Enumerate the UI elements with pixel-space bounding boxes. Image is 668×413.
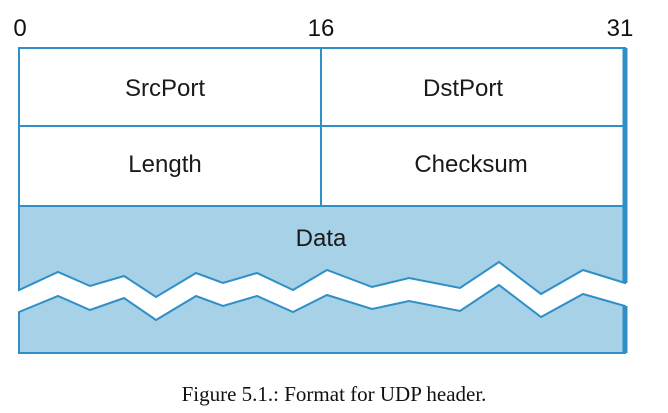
field-length: Length — [128, 151, 201, 178]
field-data: Data — [296, 225, 347, 252]
data-area-upper — [18, 205, 626, 299]
figure-caption: Figure 5.1.: Format for UDP header. — [181, 382, 487, 406]
udp-header-diagram: 0 16 31 SrcPort DstPort Length Checksum … — [13, 15, 634, 354]
field-srcport: SrcPort — [125, 75, 205, 102]
bit-label-16: 16 — [308, 15, 335, 42]
data-area-lower — [18, 283, 626, 354]
bit-label-31: 31 — [607, 15, 634, 42]
bit-label-0: 0 — [13, 15, 26, 42]
field-checksum: Checksum — [414, 151, 527, 178]
field-dstport: DstPort — [423, 75, 503, 102]
